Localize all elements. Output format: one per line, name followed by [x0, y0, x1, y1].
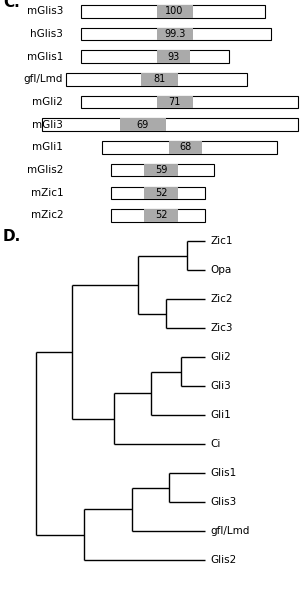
- Text: Glis2: Glis2: [211, 555, 237, 565]
- Text: 68: 68: [179, 143, 191, 153]
- Text: 71: 71: [168, 97, 181, 107]
- Text: 52: 52: [155, 210, 167, 220]
- Text: mZic1: mZic1: [31, 188, 63, 198]
- Text: Zic3: Zic3: [211, 323, 233, 333]
- Bar: [102, 141, 277, 154]
- Text: mGlis3: mGlis3: [27, 6, 63, 16]
- Text: Zic1: Zic1: [211, 236, 233, 246]
- Text: mGli1: mGli1: [32, 143, 63, 153]
- Bar: [111, 164, 214, 176]
- Bar: [169, 141, 202, 154]
- Text: Zic2: Zic2: [211, 294, 233, 304]
- Text: hGlis3: hGlis3: [30, 29, 63, 39]
- Bar: [81, 51, 229, 63]
- Bar: [157, 28, 193, 40]
- Text: mZic2: mZic2: [31, 210, 63, 220]
- Text: Gli3: Gli3: [211, 381, 231, 391]
- Bar: [157, 51, 190, 63]
- Bar: [157, 96, 193, 108]
- Bar: [144, 164, 178, 176]
- Text: 100: 100: [165, 6, 184, 16]
- Text: mGli2: mGli2: [32, 97, 63, 107]
- Text: 52: 52: [155, 188, 167, 198]
- Bar: [157, 5, 193, 18]
- Text: 81: 81: [154, 74, 166, 84]
- Text: Ci: Ci: [211, 439, 221, 449]
- Text: gfl/Lmd: gfl/Lmd: [211, 526, 250, 536]
- Text: Glis3: Glis3: [211, 497, 237, 507]
- Text: 69: 69: [137, 120, 149, 130]
- Text: 59: 59: [155, 165, 167, 175]
- Bar: [111, 209, 205, 221]
- Text: mGlis1: mGlis1: [27, 52, 63, 62]
- Text: 99.3: 99.3: [164, 29, 185, 39]
- Text: Opa: Opa: [211, 265, 232, 275]
- Text: 93: 93: [167, 52, 179, 62]
- Bar: [111, 187, 205, 199]
- Text: C.: C.: [3, 0, 20, 11]
- Text: Gli2: Gli2: [211, 352, 231, 362]
- Text: Gli1: Gli1: [211, 410, 231, 420]
- Bar: [120, 118, 166, 131]
- Bar: [144, 187, 178, 199]
- Bar: [141, 73, 178, 85]
- Text: mGli3: mGli3: [32, 120, 63, 130]
- Text: mGlis2: mGlis2: [27, 165, 63, 175]
- Bar: [81, 5, 265, 18]
- Bar: [81, 96, 298, 108]
- Bar: [144, 209, 178, 221]
- Text: gfl/Lmd: gfl/Lmd: [24, 74, 63, 84]
- Bar: [42, 118, 298, 131]
- Bar: [66, 73, 247, 85]
- Text: Glis1: Glis1: [211, 468, 237, 478]
- Bar: [81, 28, 271, 40]
- Text: D.: D.: [3, 229, 21, 244]
